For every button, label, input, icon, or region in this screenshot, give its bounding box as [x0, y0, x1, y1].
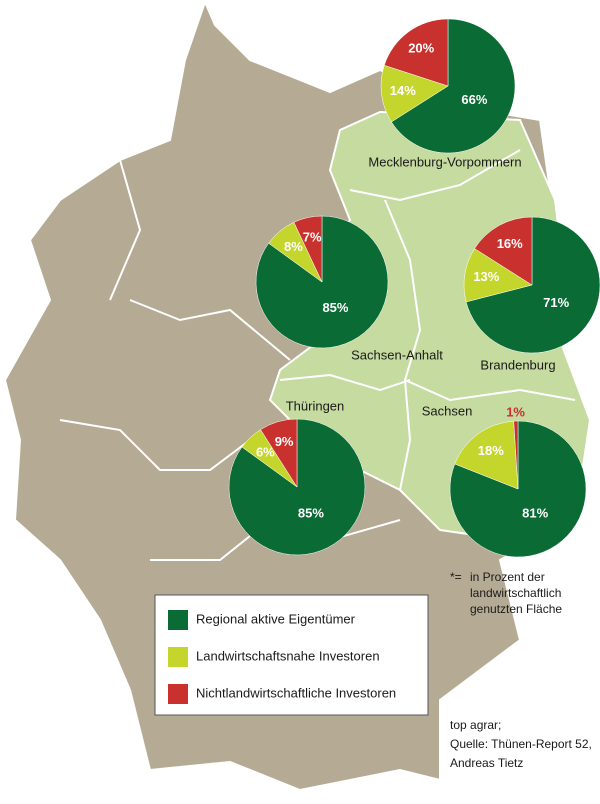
- region-label: Sachsen-Anhalt: [351, 347, 443, 362]
- legend-box: [154, 594, 429, 716]
- value-label: 66%: [461, 92, 487, 107]
- value-label: 81%: [522, 506, 548, 521]
- legend-swatch: [168, 684, 188, 704]
- notes: in Prozent der landwirtschaftlich genutzte…: [450, 570, 592, 770]
- value-label: 7%: [303, 230, 322, 245]
- state-borders: [59, 149, 576, 561]
- value-label: 9%: [275, 434, 294, 449]
- legend-label: Nichtlandwirtschaftliche Investoren: [196, 685, 396, 700]
- value-label: 16%: [497, 236, 523, 251]
- footnote-line: genutzten Fläche: [470, 602, 562, 616]
- pie-slice: [391, 18, 516, 154]
- legend: Regional aktive Eigentümer Landwirtschaft…: [168, 610, 396, 704]
- pie-slice: [513, 420, 519, 490]
- region-label: Mecklenburg-Vorpommern: [368, 154, 521, 169]
- value-label: 85%: [322, 300, 348, 315]
- region-label: Sachsen: [422, 403, 473, 418]
- pie-slice: [380, 64, 449, 123]
- pie-slice: [260, 418, 298, 488]
- value-label: 18%: [478, 443, 504, 458]
- pies: 66% 14% 20% Mecklenburg-Vorpommern 85% 8%7% Sa…: [228, 18, 600, 558]
- pie-slice: [293, 215, 323, 283]
- pie-slice: [465, 216, 600, 354]
- legend-label: Regional aktive Eigentümer: [196, 611, 356, 626]
- pie-slice: [463, 248, 533, 303]
- value-label: 85%: [298, 506, 324, 521]
- region-label: Brandenburg: [480, 357, 555, 372]
- legend-swatch: [168, 610, 188, 630]
- value-label: 1%: [506, 404, 525, 419]
- footnote-marker: *=: [450, 570, 462, 584]
- value-label: 14%: [390, 83, 416, 98]
- pie-slice: [474, 216, 533, 286]
- pie-slice: [449, 420, 587, 558]
- footnote-line: in Prozent der: [470, 570, 545, 584]
- region-label: Thüringen: [286, 398, 345, 413]
- footnote-line: landwirtschaftlich: [470, 586, 561, 600]
- legend-swatch: [168, 647, 188, 667]
- value-label: 71%: [543, 295, 569, 310]
- pie-slice: [454, 420, 519, 490]
- value-label: 13%: [473, 269, 499, 284]
- source-line: top agrar;: [450, 718, 501, 732]
- legend-label: Landwirtschaftsnahe Investoren: [196, 648, 380, 663]
- source-line: Andreas Tietz: [450, 756, 523, 770]
- source-line: Quelle: Thünen-Report 52,: [450, 737, 592, 751]
- value-label: 6%: [256, 445, 275, 460]
- value-label: 20%: [408, 41, 434, 56]
- value-label: 8%: [284, 239, 303, 254]
- pie-slice: [383, 18, 449, 87]
